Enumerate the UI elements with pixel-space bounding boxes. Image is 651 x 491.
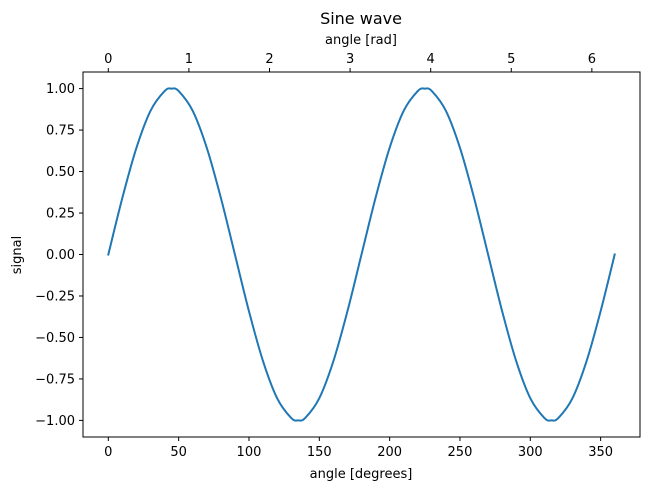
secondary-x-tick-label: 5	[507, 52, 515, 67]
x-tick-label: 350	[588, 445, 613, 460]
secondary-x-tick-label: 0	[104, 52, 112, 67]
y-axis-label: signal	[10, 236, 25, 274]
secondary-x-axis-ticks: 0 1 2 3 4 5 6	[104, 52, 596, 72]
y-tick-label: 0.75	[46, 124, 75, 139]
secondary-x-axis-label: angle [rad]	[325, 33, 397, 48]
y-tick-label: 0.25	[46, 207, 75, 222]
x-tick-label: 250	[448, 445, 473, 460]
x-axis-ticks: 0 50 100 150 200 250 300 350	[104, 437, 613, 460]
y-tick-label: 1.00	[46, 82, 75, 97]
y-tick-label: −0.50	[35, 331, 75, 346]
y-tick-label: 0.50	[46, 165, 75, 180]
series-line	[107, 87, 616, 422]
x-tick-label: 150	[307, 445, 332, 460]
secondary-x-tick-label: 4	[427, 52, 435, 67]
chart-title: Sine wave	[320, 9, 402, 28]
plot-area-frame	[82, 71, 641, 438]
x-axis-label: angle [degrees]	[310, 467, 413, 482]
y-axis-ticks: −1.00 −0.75 −0.50 −0.25 0.00 0.25 0.50 0.75 1.00	[35, 82, 83, 429]
y-tick-label: −0.75	[35, 372, 75, 387]
x-tick-label: 200	[377, 445, 402, 460]
secondary-x-tick-label: 2	[265, 52, 273, 67]
secondary-x-tick-label: 1	[185, 52, 193, 67]
x-tick-label: 300	[518, 445, 543, 460]
x-tick-label: 0	[104, 445, 112, 460]
secondary-x-tick-label: 3	[346, 52, 354, 67]
x-tick-label: 100	[237, 445, 262, 460]
secondary-x-tick-label: 6	[588, 52, 596, 67]
series-layer	[107, 87, 616, 422]
y-tick-label: 0.00	[46, 248, 75, 263]
x-tick-label: 50	[170, 445, 187, 460]
y-tick-label: −0.25	[35, 289, 75, 304]
y-tick-label: −1.00	[35, 414, 75, 429]
